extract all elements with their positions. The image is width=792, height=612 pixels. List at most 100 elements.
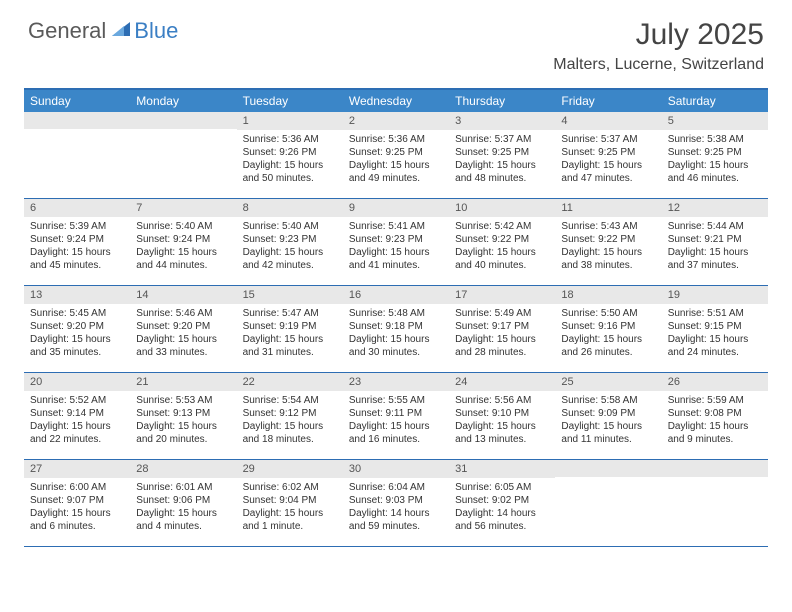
day-cell: 30Sunrise: 6:04 AMSunset: 9:03 PMDayligh… <box>343 460 449 546</box>
day-cell: 3Sunrise: 5:37 AMSunset: 9:25 PMDaylight… <box>449 112 555 198</box>
day2-text: and 41 minutes. <box>349 259 443 272</box>
sunset-text: Sunset: 9:17 PM <box>455 320 549 333</box>
day-header: Sunday <box>24 90 130 112</box>
day1-text: Daylight: 15 hours <box>561 420 655 433</box>
day-header: Thursday <box>449 90 555 112</box>
sunrise-text: Sunrise: 5:44 AM <box>668 220 762 233</box>
day-cell: 15Sunrise: 5:47 AMSunset: 9:19 PMDayligh… <box>237 286 343 372</box>
sunset-text: Sunset: 9:10 PM <box>455 407 549 420</box>
day-content: Sunrise: 5:56 AMSunset: 9:10 PMDaylight:… <box>449 391 555 450</box>
day2-text: and 48 minutes. <box>455 172 549 185</box>
day-content: Sunrise: 5:40 AMSunset: 9:24 PMDaylight:… <box>130 217 236 276</box>
day2-text: and 6 minutes. <box>30 520 124 533</box>
day1-text: Daylight: 15 hours <box>349 420 443 433</box>
day-content: Sunrise: 5:55 AMSunset: 9:11 PMDaylight:… <box>343 391 449 450</box>
day-header: Saturday <box>662 90 768 112</box>
day-content: Sunrise: 5:42 AMSunset: 9:22 PMDaylight:… <box>449 217 555 276</box>
day1-text: Daylight: 15 hours <box>243 246 337 259</box>
sunrise-text: Sunrise: 5:54 AM <box>243 394 337 407</box>
day-cell: 24Sunrise: 5:56 AMSunset: 9:10 PMDayligh… <box>449 373 555 459</box>
day1-text: Daylight: 15 hours <box>243 420 337 433</box>
day-content: Sunrise: 6:04 AMSunset: 9:03 PMDaylight:… <box>343 478 449 537</box>
day2-text: and 18 minutes. <box>243 433 337 446</box>
week-row: 13Sunrise: 5:45 AMSunset: 9:20 PMDayligh… <box>24 285 768 372</box>
day-content: Sunrise: 5:46 AMSunset: 9:20 PMDaylight:… <box>130 304 236 363</box>
day-cell: 9Sunrise: 5:41 AMSunset: 9:23 PMDaylight… <box>343 199 449 285</box>
day2-text: and 33 minutes. <box>136 346 230 359</box>
day2-text: and 1 minute. <box>243 520 337 533</box>
day-content: Sunrise: 6:02 AMSunset: 9:04 PMDaylight:… <box>237 478 343 537</box>
day1-text: Daylight: 15 hours <box>455 420 549 433</box>
sunset-text: Sunset: 9:22 PM <box>561 233 655 246</box>
sunset-text: Sunset: 9:24 PM <box>30 233 124 246</box>
sunrise-text: Sunrise: 5:42 AM <box>455 220 549 233</box>
week-row: 6Sunrise: 5:39 AMSunset: 9:24 PMDaylight… <box>24 198 768 285</box>
sunrise-text: Sunrise: 6:02 AM <box>243 481 337 494</box>
day-cell: 6Sunrise: 5:39 AMSunset: 9:24 PMDaylight… <box>24 199 130 285</box>
day2-text: and 45 minutes. <box>30 259 124 272</box>
day-content: Sunrise: 6:05 AMSunset: 9:02 PMDaylight:… <box>449 478 555 537</box>
day1-text: Daylight: 14 hours <box>349 507 443 520</box>
day-number: 10 <box>449 199 555 217</box>
day-content: Sunrise: 5:40 AMSunset: 9:23 PMDaylight:… <box>237 217 343 276</box>
day-cell: 21Sunrise: 5:53 AMSunset: 9:13 PMDayligh… <box>130 373 236 459</box>
day1-text: Daylight: 15 hours <box>136 420 230 433</box>
day1-text: Daylight: 15 hours <box>30 507 124 520</box>
day-content: Sunrise: 5:43 AMSunset: 9:22 PMDaylight:… <box>555 217 661 276</box>
sunrise-text: Sunrise: 5:37 AM <box>561 133 655 146</box>
sunrise-text: Sunrise: 6:00 AM <box>30 481 124 494</box>
day-content: Sunrise: 5:50 AMSunset: 9:16 PMDaylight:… <box>555 304 661 363</box>
day-header: Wednesday <box>343 90 449 112</box>
day1-text: Daylight: 15 hours <box>243 333 337 346</box>
day1-text: Daylight: 15 hours <box>668 246 762 259</box>
sunset-text: Sunset: 9:12 PM <box>243 407 337 420</box>
sunset-text: Sunset: 9:23 PM <box>243 233 337 246</box>
day1-text: Daylight: 15 hours <box>30 420 124 433</box>
day-cell: 19Sunrise: 5:51 AMSunset: 9:15 PMDayligh… <box>662 286 768 372</box>
day1-text: Daylight: 15 hours <box>668 420 762 433</box>
sunrise-text: Sunrise: 5:52 AM <box>30 394 124 407</box>
day-number: 20 <box>24 373 130 391</box>
week-row: 20Sunrise: 5:52 AMSunset: 9:14 PMDayligh… <box>24 372 768 459</box>
sunrise-text: Sunrise: 5:38 AM <box>668 133 762 146</box>
day-header-row: SundayMondayTuesdayWednesdayThursdayFrid… <box>24 90 768 112</box>
day1-text: Daylight: 15 hours <box>455 333 549 346</box>
day-cell: 14Sunrise: 5:46 AMSunset: 9:20 PMDayligh… <box>130 286 236 372</box>
day-number <box>130 112 236 129</box>
sunset-text: Sunset: 9:15 PM <box>668 320 762 333</box>
day-content: Sunrise: 5:54 AMSunset: 9:12 PMDaylight:… <box>237 391 343 450</box>
logo-text-general: General <box>28 18 106 44</box>
sunset-text: Sunset: 9:08 PM <box>668 407 762 420</box>
day-cell: 28Sunrise: 6:01 AMSunset: 9:06 PMDayligh… <box>130 460 236 546</box>
sunset-text: Sunset: 9:16 PM <box>561 320 655 333</box>
day2-text: and 37 minutes. <box>668 259 762 272</box>
day2-text: and 20 minutes. <box>136 433 230 446</box>
day-number: 25 <box>555 373 661 391</box>
day-cell: 26Sunrise: 5:59 AMSunset: 9:08 PMDayligh… <box>662 373 768 459</box>
day-number: 19 <box>662 286 768 304</box>
sunrise-text: Sunrise: 5:47 AM <box>243 307 337 320</box>
sunset-text: Sunset: 9:11 PM <box>349 407 443 420</box>
day1-text: Daylight: 15 hours <box>30 333 124 346</box>
day1-text: Daylight: 15 hours <box>243 159 337 172</box>
empty-day-cell <box>555 460 661 546</box>
day2-text: and 26 minutes. <box>561 346 655 359</box>
day2-text: and 11 minutes. <box>561 433 655 446</box>
day1-text: Daylight: 15 hours <box>561 159 655 172</box>
day-number: 2 <box>343 112 449 130</box>
day-number: 26 <box>662 373 768 391</box>
day1-text: Daylight: 15 hours <box>349 246 443 259</box>
sunrise-text: Sunrise: 5:56 AM <box>455 394 549 407</box>
sunset-text: Sunset: 9:22 PM <box>455 233 549 246</box>
sunrise-text: Sunrise: 5:48 AM <box>349 307 443 320</box>
day1-text: Daylight: 14 hours <box>455 507 549 520</box>
day2-text: and 46 minutes. <box>668 172 762 185</box>
sunset-text: Sunset: 9:20 PM <box>136 320 230 333</box>
sunrise-text: Sunrise: 5:40 AM <box>136 220 230 233</box>
week-row: 1Sunrise: 5:36 AMSunset: 9:26 PMDaylight… <box>24 112 768 198</box>
day-number: 8 <box>237 199 343 217</box>
empty-day-cell <box>662 460 768 546</box>
sunset-text: Sunset: 9:25 PM <box>668 146 762 159</box>
day-number: 28 <box>130 460 236 478</box>
week-row: 27Sunrise: 6:00 AMSunset: 9:07 PMDayligh… <box>24 459 768 546</box>
